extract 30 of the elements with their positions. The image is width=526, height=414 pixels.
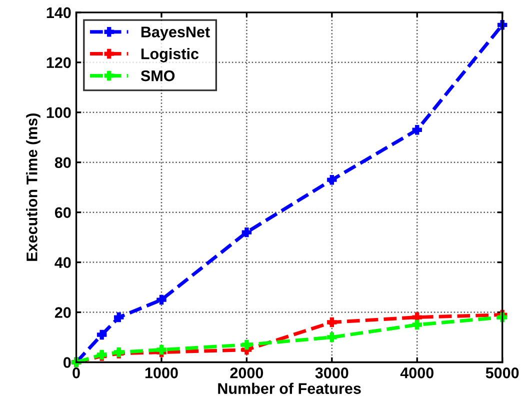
legend-label: BayesNet [141,26,210,40]
point [327,317,337,328]
y-tick-label: 40 [54,257,71,268]
point [96,330,107,340]
legend-label: SMO [140,70,175,82]
y-tick-label: 80 [54,157,71,168]
point [156,294,166,305]
x-tick-label: 0 [72,368,80,378]
point [327,332,337,342]
x-tick-label: 1000 [145,368,178,378]
point [156,344,166,355]
y-tick-label: 60 [54,207,71,218]
y-tick-label: 20 [54,307,71,318]
point [114,312,124,322]
point [412,125,422,135]
x-tick-label: 3000 [315,368,348,378]
point [242,227,252,238]
legend-label: Logistic [141,48,199,62]
point [242,340,252,350]
y-tick-label: 140 [46,7,71,18]
y-tick-label: 120 [46,57,71,68]
point [412,320,422,330]
x-tick-label: 5000 [486,368,519,378]
x-tick-label: 2000 [230,368,264,378]
y-tick-label: 100 [46,107,71,118]
x-axis-title: Number of Features [218,382,361,394]
point [327,174,337,185]
y-axis-title: Execution Time (ms) [26,114,40,261]
y-tick-label: 0 [64,357,71,368]
x-tick-label: 4000 [400,368,434,378]
